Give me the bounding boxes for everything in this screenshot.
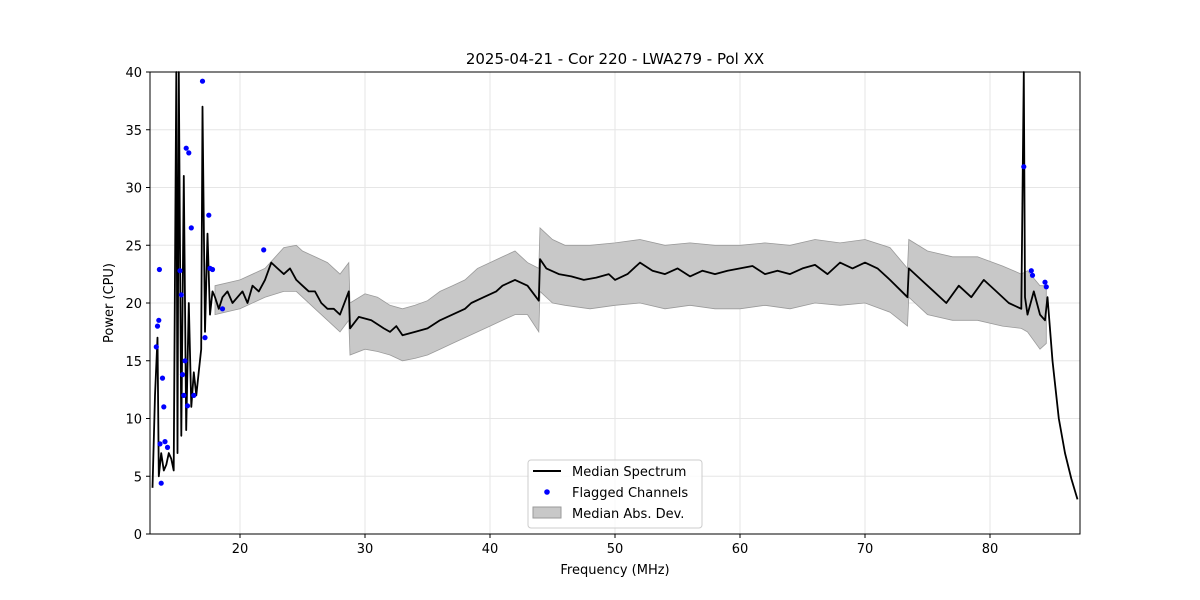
axis-ticks: 20 30 40 50 60 70 80 0 5 10 15 20 25 30 35 40 [125,66,998,557]
flagged-channel-point [159,375,166,381]
x-axis-label: Frequency (MHz) [560,563,669,578]
y-tick-label: 5 [134,470,142,485]
mad-band [214,227,1047,362]
legend-label-median: Median Spectrum [572,465,686,480]
flagged-channel-point [156,317,162,323]
y-tick-label: 35 [125,124,142,139]
flagged-channel-point [202,335,208,341]
flagged-channel-point [182,358,188,364]
legend-label-mad: Median Abs. Dev. [572,507,684,522]
x-tick-label: 20 [232,542,249,557]
x-tick-label: 60 [732,542,749,557]
legend-box [527,459,703,529]
flagged-channel-point [154,323,161,329]
flagged-channel-point [1028,268,1034,274]
x-tick-label: 40 [482,542,499,557]
flagged-channel-point [164,444,171,450]
flagged-channel-point [153,344,159,350]
flagged-channel-point [261,247,267,253]
y-tick-label: 0 [134,528,142,543]
flagged-channel-point [157,441,163,447]
flagged-channel-point [178,292,184,298]
flagged-channel-point [158,480,164,486]
flagged-channel-point [1029,272,1036,278]
y-tick-label: 25 [125,239,142,254]
flagged-channel-point [156,266,162,273]
x-tick-label: 80 [982,542,999,557]
flagged-channel-point [177,268,183,274]
x-tick-label: 50 [607,542,624,557]
plot-area [151,71,1079,500]
flagged-channel-point [184,403,191,409]
y-axis-label: Power (CPU) [102,263,117,343]
flagged-channel-point [186,150,192,156]
flagged-channel-point [191,392,197,398]
y-tick-label: 40 [125,66,142,81]
flagged-channel-point [181,392,187,398]
flagged-channel-point [161,404,167,410]
y-tick-label: 30 [125,182,142,197]
y-tick-label: 10 [125,413,142,428]
flagged-channel-point [199,78,206,84]
flagged-channel-point [179,372,186,378]
flagged-channel-point [162,439,168,445]
x-tick-label: 70 [857,542,874,557]
median-spectrum-line [151,71,1079,500]
x-tick-label: 30 [357,542,374,557]
flagged-channel-point [1021,164,1027,170]
flagged-channel-point [206,212,212,218]
flagged-channel-point [209,266,216,273]
y-tick-label: 20 [125,297,142,312]
y-tick-label: 15 [125,355,142,370]
chart-title: 2025-04-21 - Cor 220 - LWA279 - Pol XX [466,50,764,68]
flagged-channel-point [1042,279,1048,285]
legend-dot-swatch [544,489,550,495]
legend: Median Spectrum Flagged Channels Median … [527,459,703,529]
flagged-channel-point [183,145,189,151]
legend-band-swatch [532,506,562,519]
flagged-channel-point [1043,284,1049,290]
flagged-channel-point [188,225,194,231]
flagged-channel-point [219,306,226,312]
legend-label-flagged: Flagged Channels [572,486,688,501]
